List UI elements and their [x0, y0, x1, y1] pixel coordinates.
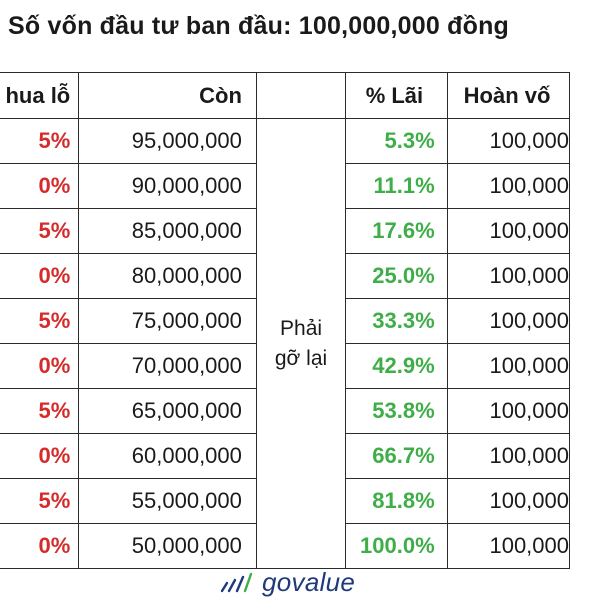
loss-percent-cell: 5% [0, 298, 80, 344]
loss-percent-cell: 0% [0, 433, 80, 479]
loss-percent-cell: 0% [0, 253, 80, 299]
recovered-amount-cell: 100,000 [446, 208, 571, 254]
remaining-amount-cell: 50,000,000 [78, 523, 257, 569]
remaining-amount-cell: 70,000,000 [78, 343, 257, 389]
table-row: 5% 85,000,000 17.6% 100,000 [0, 208, 571, 254]
table-row: 5% 95,000,000 Phải gỡ lại 5.3% 100,000 [0, 118, 571, 569]
loss-percent-cell: 5% [0, 118, 80, 164]
remaining-amount-cell: 95,000,000 [78, 118, 257, 164]
loss-percent-cell: 5% [0, 208, 80, 254]
gain-percent-cell: 42.9% [345, 343, 448, 389]
loss-recovery-table: hua lỗ Còn % Lãi Hoàn vố 5% 95,000,000 Phả… [0, 72, 571, 569]
table-row: 5% 65,000,000 53.8% 100,000 [0, 388, 571, 434]
gain-percent-cell: 81.8% [345, 478, 448, 524]
remaining-amount-cell: 55,000,000 [78, 478, 257, 524]
header-loss: hua lỗ [0, 72, 80, 119]
loss-percent-cell: 0% [0, 523, 80, 569]
gain-percent-cell: 33.3% [345, 298, 448, 344]
table-row: 0% 50,000,000 100.0% 100,000 [0, 523, 571, 569]
gain-percent-cell: 100.0% [345, 523, 448, 569]
recovered-amount-cell: 100,000 [446, 118, 571, 164]
header-remaining: Còn [78, 72, 257, 119]
loss-percent-cell: 5% [0, 478, 80, 524]
recovered-amount-cell: 100,000 [446, 253, 571, 299]
recovered-amount-cell: 100,000 [446, 298, 571, 344]
remaining-amount-cell: 75,000,000 [78, 298, 257, 344]
page-title: Số vốn đầu tư ban đầu: 100,000,000 đồng [8, 12, 510, 40]
gain-percent-cell: 5.3% [345, 118, 448, 164]
header-back: Hoàn vố [446, 72, 571, 119]
loss-percent-cell: 0% [0, 343, 80, 389]
table-row: 0% 80,000,000 25.0% 100,000 [0, 253, 571, 299]
recovered-amount-cell: 100,000 [446, 388, 571, 434]
table-row: 0% 70,000,000 42.9% 100,000 [0, 343, 571, 389]
gain-percent-cell: 17.6% [345, 208, 448, 254]
chart-bars-icon [220, 572, 253, 593]
table-row: 5% 55,000,000 81.8% 100,000 [0, 478, 571, 524]
recovered-amount-cell: 100,000 [446, 163, 571, 209]
loss-percent-cell: 5% [0, 388, 80, 434]
need-to-recover-cell: Phải gỡ lại [255, 118, 347, 569]
remaining-amount-cell: 85,000,000 [78, 208, 257, 254]
gain-percent-cell: 25.0% [345, 253, 448, 299]
gain-percent-cell: 66.7% [345, 433, 448, 479]
table-row: 0% 90,000,000 11.1% 100,000 [0, 163, 571, 209]
remaining-amount-cell: 65,000,000 [78, 388, 257, 434]
remaining-amount-cell: 60,000,000 [78, 433, 257, 479]
table-row: 0% 60,000,000 66.7% 100,000 [0, 433, 571, 479]
recovered-amount-cell: 100,000 [446, 343, 571, 389]
recovered-amount-cell: 100,000 [446, 478, 571, 524]
logo-text: govalue [262, 567, 356, 597]
gain-percent-cell: 53.8% [345, 388, 448, 434]
recovered-amount-cell: 100,000 [446, 433, 571, 479]
loss-percent-cell: 0% [0, 163, 80, 209]
remaining-amount-cell: 90,000,000 [78, 163, 257, 209]
gain-percent-cell: 11.1% [345, 163, 448, 209]
govalue-logo: govalue [218, 567, 355, 597]
table-header-row: hua lỗ Còn % Lãi Hoàn vố [0, 72, 571, 119]
header-need [255, 72, 347, 119]
remaining-amount-cell: 80,000,000 [78, 253, 257, 299]
recovered-amount-cell: 100,000 [446, 523, 571, 569]
header-pct: % Lãi [345, 72, 448, 119]
